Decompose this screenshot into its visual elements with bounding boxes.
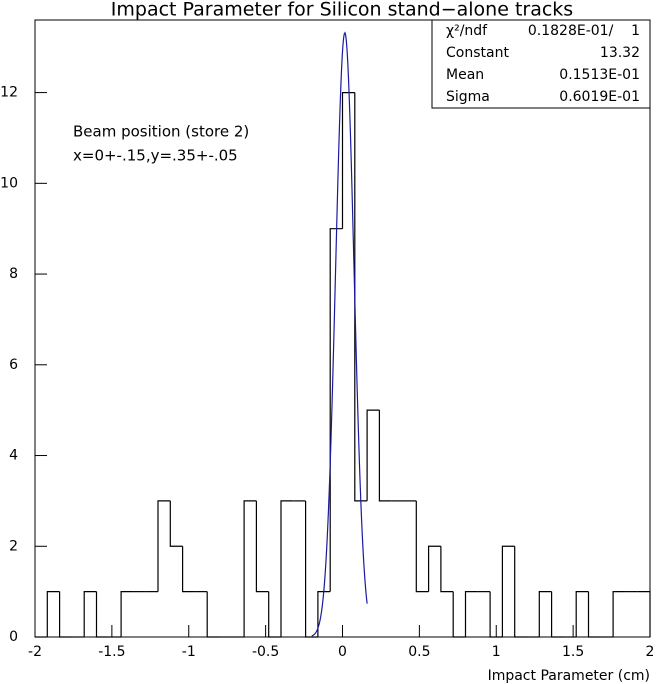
histogram-bin bbox=[243, 500, 257, 637]
histogram-bin bbox=[378, 410, 392, 502]
histogram-bin bbox=[637, 591, 651, 637]
histogram-bin bbox=[120, 591, 134, 637]
histogram-bin bbox=[317, 591, 331, 637]
histogram-bin bbox=[366, 409, 380, 501]
y-tick-label: 12 bbox=[0, 85, 18, 101]
x-tick-label: -1 bbox=[182, 644, 196, 660]
histogram-bin bbox=[83, 591, 97, 637]
histogram-bin bbox=[489, 591, 503, 638]
y-tick-label: 8 bbox=[9, 266, 18, 282]
stats-value: 0.1513E-01 bbox=[559, 67, 640, 83]
histogram-bin bbox=[575, 591, 589, 637]
histogram-bin bbox=[538, 591, 552, 637]
histogram-bin bbox=[514, 546, 527, 638]
histogram-bin bbox=[551, 591, 564, 638]
histogram-bin bbox=[464, 591, 478, 637]
x-tick-label: 0.5 bbox=[408, 644, 430, 660]
histogram-bin bbox=[415, 500, 429, 593]
histogram-bin bbox=[280, 500, 294, 637]
stats-box bbox=[431, 19, 651, 109]
x-tick-label: 0 bbox=[338, 644, 347, 660]
x-tick-label: -2 bbox=[28, 644, 42, 660]
stats-value: 0.6019E-01 bbox=[559, 89, 640, 105]
y-tick-label: 6 bbox=[9, 357, 18, 373]
histogram-bin bbox=[59, 591, 72, 638]
x-tick-label: 2 bbox=[646, 644, 655, 660]
x-tick-label: 1 bbox=[492, 644, 501, 660]
histogram-bin bbox=[95, 591, 109, 638]
stats-label: Constant bbox=[446, 45, 509, 61]
histogram-bin bbox=[182, 546, 195, 593]
annotation: Beam position (store 2) bbox=[73, 123, 249, 141]
chart-title: Impact Parameter for Silicon stand−alone… bbox=[111, 0, 573, 21]
histogram-bin bbox=[452, 591, 466, 638]
y-tick-label: 10 bbox=[0, 175, 18, 191]
histogram-bin bbox=[612, 591, 626, 637]
histogram-bin bbox=[440, 546, 454, 593]
histogram-bin bbox=[587, 591, 601, 638]
histogram-bin bbox=[169, 500, 183, 547]
histogram-bin bbox=[46, 591, 60, 637]
fit-curve bbox=[311, 31, 368, 637]
histogram-bin bbox=[206, 591, 220, 638]
x-tick-label: -1.5 bbox=[98, 644, 125, 660]
x-axis-label: Impact Parameter (cm) bbox=[488, 668, 650, 684]
annotation: x=0+-.15,y=.35+-.05 bbox=[73, 147, 238, 165]
x-tick-label: -0.5 bbox=[252, 644, 279, 660]
stats-label: Sigma bbox=[446, 89, 490, 105]
stats-value: 0.1828E-01/ 1 bbox=[528, 23, 640, 39]
histogram-bin bbox=[341, 91, 355, 229]
stats-label: Mean bbox=[446, 67, 484, 83]
histogram-bin bbox=[255, 500, 269, 593]
stats-value: 13.32 bbox=[600, 45, 640, 61]
y-tick-label: 2 bbox=[9, 538, 18, 554]
histogram-bin bbox=[268, 591, 281, 638]
stats-label: χ²/ndf bbox=[446, 23, 488, 39]
histogram-bin bbox=[428, 545, 441, 592]
x-tick-label: 1.5 bbox=[562, 644, 584, 660]
y-tick-label: 0 bbox=[9, 629, 18, 645]
histogram-bin bbox=[157, 500, 171, 592]
histogram-bin bbox=[305, 500, 318, 638]
histogram-bin bbox=[354, 92, 368, 502]
histogram-bin bbox=[501, 545, 515, 637]
y-tick-label: 4 bbox=[9, 448, 18, 464]
